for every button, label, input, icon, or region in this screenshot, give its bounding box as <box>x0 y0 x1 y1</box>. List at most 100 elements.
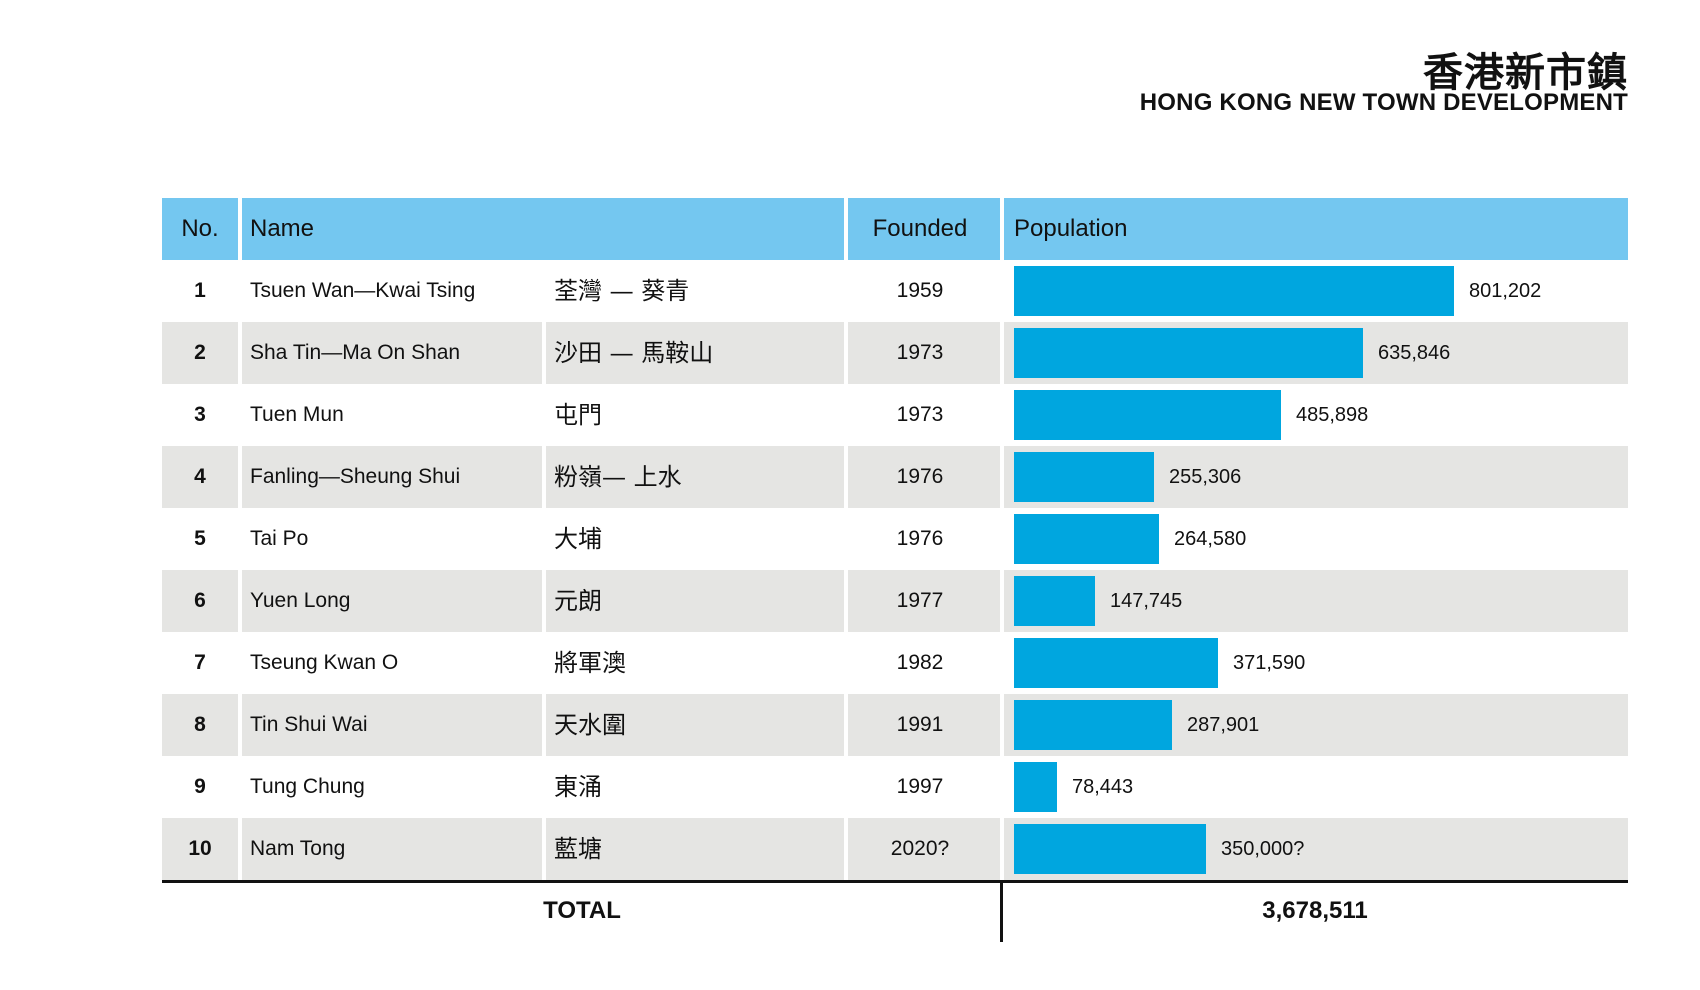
column-divider <box>542 446 546 508</box>
population-bar <box>1014 762 1057 812</box>
column-divider <box>1000 756 1004 818</box>
population-label: 350,000? <box>1221 838 1305 860</box>
column-divider <box>238 818 242 880</box>
town-name: Tai Po <box>250 527 309 550</box>
header-divider <box>1000 198 1004 260</box>
town-name: Tuen Mun <box>250 403 344 426</box>
column-divider <box>1000 508 1004 570</box>
population-label: 635,846 <box>1378 342 1451 364</box>
row-number: 5 <box>194 527 206 550</box>
founded-year: 1959 <box>896 279 944 302</box>
population-label: 78,443 <box>1072 776 1134 798</box>
total-row: TOTAL 3,678,511 <box>162 880 1628 942</box>
column-divider <box>542 384 546 446</box>
row-number: 10 <box>188 837 212 860</box>
column-divider <box>238 508 242 570</box>
town-name: Yuen Long <box>250 589 351 612</box>
column-divider <box>238 756 242 818</box>
column-divider <box>1000 818 1004 880</box>
column-divider <box>844 260 848 322</box>
column-divider <box>542 570 546 632</box>
column-divider <box>844 756 848 818</box>
table-row: 6 Yuen Long 元朗 1977 147,745 <box>162 570 1628 632</box>
town-name-chinese: 沙田 — 馬鞍山 <box>554 339 714 367</box>
total-value: 3,678,511 <box>1262 897 1368 924</box>
column-divider <box>844 322 848 384</box>
column-divider <box>844 818 848 880</box>
town-name: Tseung Kwan O <box>250 651 399 674</box>
column-divider <box>844 446 848 508</box>
row-number: 4 <box>194 465 206 488</box>
town-name-chinese: 東涌 <box>554 773 602 801</box>
table-header: No. Name Founded Population <box>162 198 1628 260</box>
founded-year: 1973 <box>896 341 944 364</box>
town-name-chinese: 元朗 <box>554 587 602 615</box>
population-bar <box>1014 390 1281 440</box>
town-name: Tsuen Wan—Kwai Tsing <box>250 279 476 302</box>
town-name-chinese: 大埔 <box>554 525 602 553</box>
column-divider <box>844 632 848 694</box>
row-number: 6 <box>194 589 206 612</box>
founded-year: 1976 <box>896 527 944 550</box>
town-name: Tin Shui Wai <box>250 713 368 736</box>
row-number: 2 <box>194 341 206 364</box>
town-name-chinese: 天水圍 <box>554 711 626 739</box>
population-label: 485,898 <box>1296 404 1369 426</box>
column-divider <box>542 818 546 880</box>
column-divider <box>542 632 546 694</box>
column-divider <box>238 322 242 384</box>
founded-year: 1982 <box>896 651 944 674</box>
table-row: 3 Tuen Mun 屯門 1973 485,898 <box>162 384 1628 446</box>
population-bar <box>1014 266 1454 316</box>
header-population: Population <box>1014 215 1128 242</box>
population-label: 371,590 <box>1233 652 1306 674</box>
column-divider <box>1000 632 1004 694</box>
town-name-chinese: 藍塘 <box>554 835 602 863</box>
population-bar <box>1014 452 1154 502</box>
founded-year: 1991 <box>896 713 944 736</box>
population-bar <box>1014 700 1172 750</box>
title-english: HONG KONG NEW TOWN DEVELOPMENT <box>1139 89 1628 116</box>
column-divider <box>238 694 242 756</box>
population-bar <box>1014 328 1363 378</box>
table-row: 9 Tung Chung 東涌 1997 78,443 <box>162 756 1628 818</box>
column-divider <box>844 694 848 756</box>
column-divider <box>542 694 546 756</box>
column-divider <box>238 260 242 322</box>
column-divider <box>1000 446 1004 508</box>
total-divider <box>1000 880 1003 942</box>
table-row: 8 Tin Shui Wai 天水圍 1991 287,901 <box>162 694 1628 756</box>
founded-year: 2020? <box>890 837 950 860</box>
column-divider <box>542 322 546 384</box>
town-name: Fanling—Sheung Shui <box>250 465 461 488</box>
population-bar <box>1014 576 1095 626</box>
column-divider <box>238 384 242 446</box>
table-body: 1 Tsuen Wan—Kwai Tsing 荃灣 — 葵青 1959 801,202 2… <box>162 260 1628 880</box>
total-label: TOTAL <box>543 897 621 924</box>
town-name-chinese: 粉嶺— 上水 <box>554 463 682 491</box>
table-row: 1 Tsuen Wan—Kwai Tsing 荃灣 — 葵青 1959 801,202 <box>162 260 1628 322</box>
population-label: 287,901 <box>1187 714 1260 736</box>
header-founded: Founded <box>872 215 968 242</box>
column-divider <box>542 260 546 322</box>
founded-year: 1977 <box>896 589 944 612</box>
column-divider <box>238 632 242 694</box>
column-divider <box>238 446 242 508</box>
founded-year: 1976 <box>896 465 944 488</box>
table-row: 4 Fanling—Sheung Shui 粉嶺— 上水 1976 255,306 <box>162 446 1628 508</box>
town-name-chinese: 屯門 <box>554 401 602 429</box>
row-number: 3 <box>194 403 206 426</box>
town-name: Sha Tin—Ma On Shan <box>250 341 461 364</box>
table-row: 10 Nam Tong 藍塘 2020? 350,000? <box>162 818 1628 880</box>
header-no: No. <box>181 215 219 242</box>
population-bar <box>1014 514 1159 564</box>
column-divider <box>1000 570 1004 632</box>
town-name: Nam Tong <box>250 837 346 860</box>
column-divider <box>844 570 848 632</box>
population-label: 255,306 <box>1169 466 1242 488</box>
header-divider <box>238 198 242 260</box>
founded-year: 1973 <box>896 403 944 426</box>
population-label: 147,745 <box>1110 590 1183 612</box>
title-chinese: 香港新市鎮 <box>1423 49 1628 96</box>
population-label: 801,202 <box>1469 280 1542 302</box>
